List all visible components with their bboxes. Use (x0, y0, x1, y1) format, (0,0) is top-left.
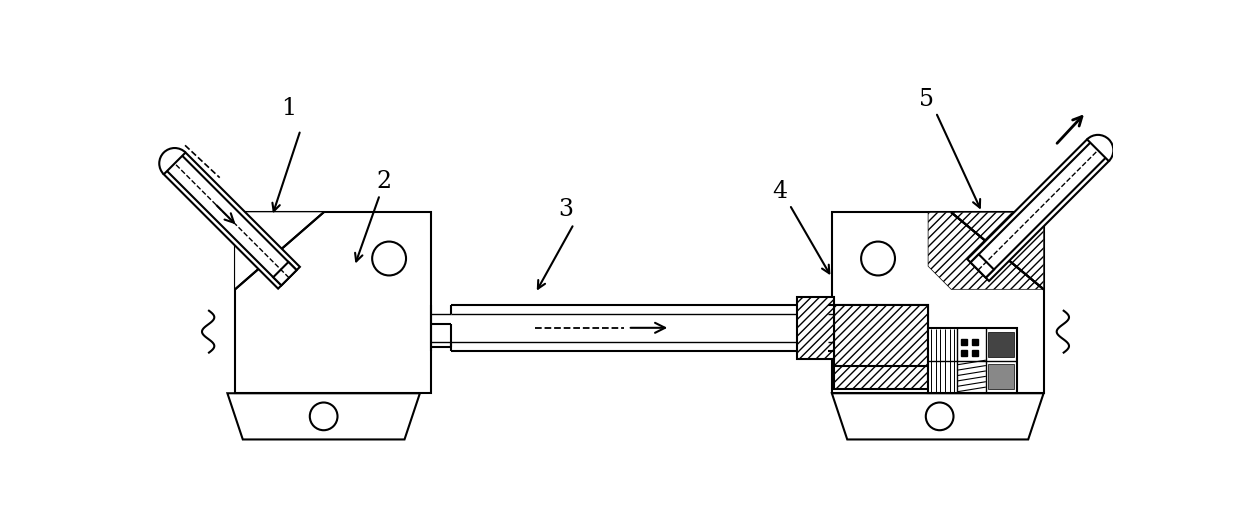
Polygon shape (971, 254, 994, 278)
Polygon shape (835, 305, 928, 390)
Polygon shape (236, 212, 432, 393)
Text: 1: 1 (281, 97, 296, 120)
Polygon shape (988, 364, 1014, 390)
Polygon shape (227, 393, 420, 439)
Polygon shape (988, 332, 1014, 357)
Text: 3: 3 (559, 198, 574, 222)
Polygon shape (832, 212, 1044, 393)
Polygon shape (797, 297, 835, 358)
Polygon shape (951, 212, 1044, 290)
Polygon shape (835, 305, 928, 366)
Polygon shape (967, 139, 1109, 281)
Polygon shape (236, 212, 324, 290)
Polygon shape (273, 262, 296, 285)
Polygon shape (832, 393, 1044, 439)
Text: 4: 4 (773, 180, 787, 203)
Polygon shape (928, 212, 1044, 290)
Text: 2: 2 (376, 170, 392, 193)
Polygon shape (164, 152, 300, 289)
Text: 5: 5 (919, 88, 934, 111)
Polygon shape (928, 328, 1017, 393)
